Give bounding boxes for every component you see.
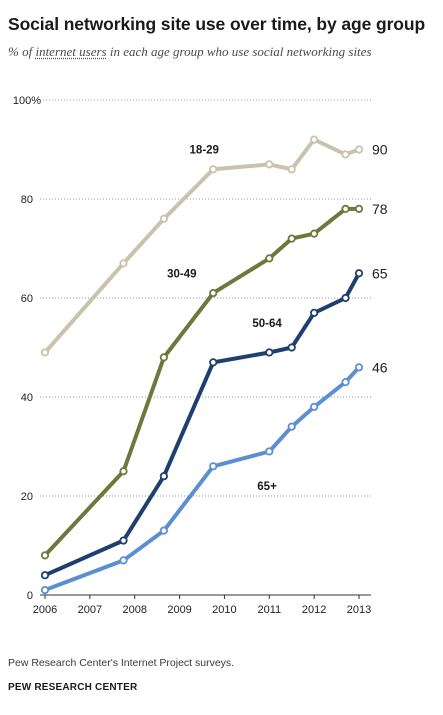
data-point-50-64-0 xyxy=(40,571,50,580)
data-point-30-49-1 xyxy=(119,467,128,476)
data-point-18-29-0 xyxy=(40,348,50,357)
subtitle-prefix: % of xyxy=(8,44,36,59)
x-tick-label-2008: 2008 xyxy=(122,604,146,616)
data-point-50-64-3 xyxy=(209,358,218,367)
x-tick-label-2011: 2011 xyxy=(257,604,281,616)
data-point-65-0 xyxy=(40,585,50,595)
data-point-65-7 xyxy=(341,378,350,387)
end-label-30-49: 78 xyxy=(372,201,388,217)
data-point-30-49-8 xyxy=(354,204,364,213)
data-point-65-5 xyxy=(287,422,296,431)
data-point-50-64-7 xyxy=(341,293,350,303)
end-label-65: 46 xyxy=(372,359,388,375)
data-point-50-64-5 xyxy=(287,343,296,352)
data-point-30-49-4 xyxy=(265,254,274,263)
source-note: Pew Research Center's Internet Project s… xyxy=(8,657,235,669)
data-point-18-29-3 xyxy=(209,165,218,174)
end-label-18-29: 90 xyxy=(372,142,388,158)
series-label-18-29: 18-29 xyxy=(190,145,219,157)
chart-subtitle: % of internet users in each age group wh… xyxy=(8,44,438,60)
data-point-30-49-6 xyxy=(310,229,319,238)
y-tick-label-40: 40 xyxy=(21,392,33,404)
data-point-18-29-4 xyxy=(265,160,274,169)
data-point-18-29-8 xyxy=(354,145,364,154)
data-point-30-49-2 xyxy=(159,353,168,362)
subtitle-link-internet-users[interactable]: internet users xyxy=(35,44,107,59)
x-tick-label-2012: 2012 xyxy=(302,604,326,616)
data-point-65-8 xyxy=(354,363,364,372)
data-point-65-2 xyxy=(159,526,168,535)
data-point-30-49-7 xyxy=(341,204,350,213)
series-label-30-49: 30-49 xyxy=(167,268,196,280)
data-point-50-64-4 xyxy=(265,348,274,357)
data-point-18-29-1 xyxy=(119,259,128,268)
y-tick-label-20: 20 xyxy=(21,491,33,503)
series-label-65: 65+ xyxy=(257,481,277,493)
data-point-18-29-2 xyxy=(159,214,168,223)
series-line-50-64 xyxy=(43,271,361,578)
data-point-18-29-5 xyxy=(287,165,296,174)
data-point-50-64-2 xyxy=(159,472,168,481)
data-point-65-6 xyxy=(310,402,319,411)
data-point-65-4 xyxy=(265,447,274,456)
data-point-50-64-1 xyxy=(119,536,128,545)
end-label-50-64: 65 xyxy=(372,265,388,281)
data-point-50-64-8 xyxy=(354,269,364,278)
x-tick-label-2007: 2007 xyxy=(78,604,102,616)
y-tick-label-60: 60 xyxy=(21,293,33,305)
data-point-18-29-7 xyxy=(341,150,350,159)
x-tick-label-2013: 2013 xyxy=(347,604,371,616)
series-line-18-29 xyxy=(43,137,361,355)
x-tick-label-2009: 2009 xyxy=(167,604,191,616)
data-point-65-3 xyxy=(209,462,218,471)
series-label-50-64: 50-64 xyxy=(252,318,282,330)
x-tick-label-2010: 2010 xyxy=(212,604,236,616)
data-point-30-49-3 xyxy=(209,288,218,298)
data-point-50-64-6 xyxy=(310,308,319,317)
data-point-30-49-5 xyxy=(287,234,296,243)
brand-name: PEW RESEARCH CENTER xyxy=(8,682,138,693)
chart-title: Social networking site use over time, by… xyxy=(8,14,426,34)
series-line-65 xyxy=(43,365,361,592)
y-tick-label-80: 80 xyxy=(21,194,33,206)
subtitle-suffix: in each age group who use social network… xyxy=(106,44,372,59)
data-point-18-29-6 xyxy=(310,135,319,144)
y-tick-label-100: 100% xyxy=(13,95,41,107)
x-tick-label-2006: 2006 xyxy=(33,604,57,616)
y-tick-label-0: 0 xyxy=(27,590,33,602)
data-point-65-1 xyxy=(119,556,128,565)
series-line-30-49 xyxy=(43,206,361,558)
data-point-30-49-0 xyxy=(40,551,50,560)
